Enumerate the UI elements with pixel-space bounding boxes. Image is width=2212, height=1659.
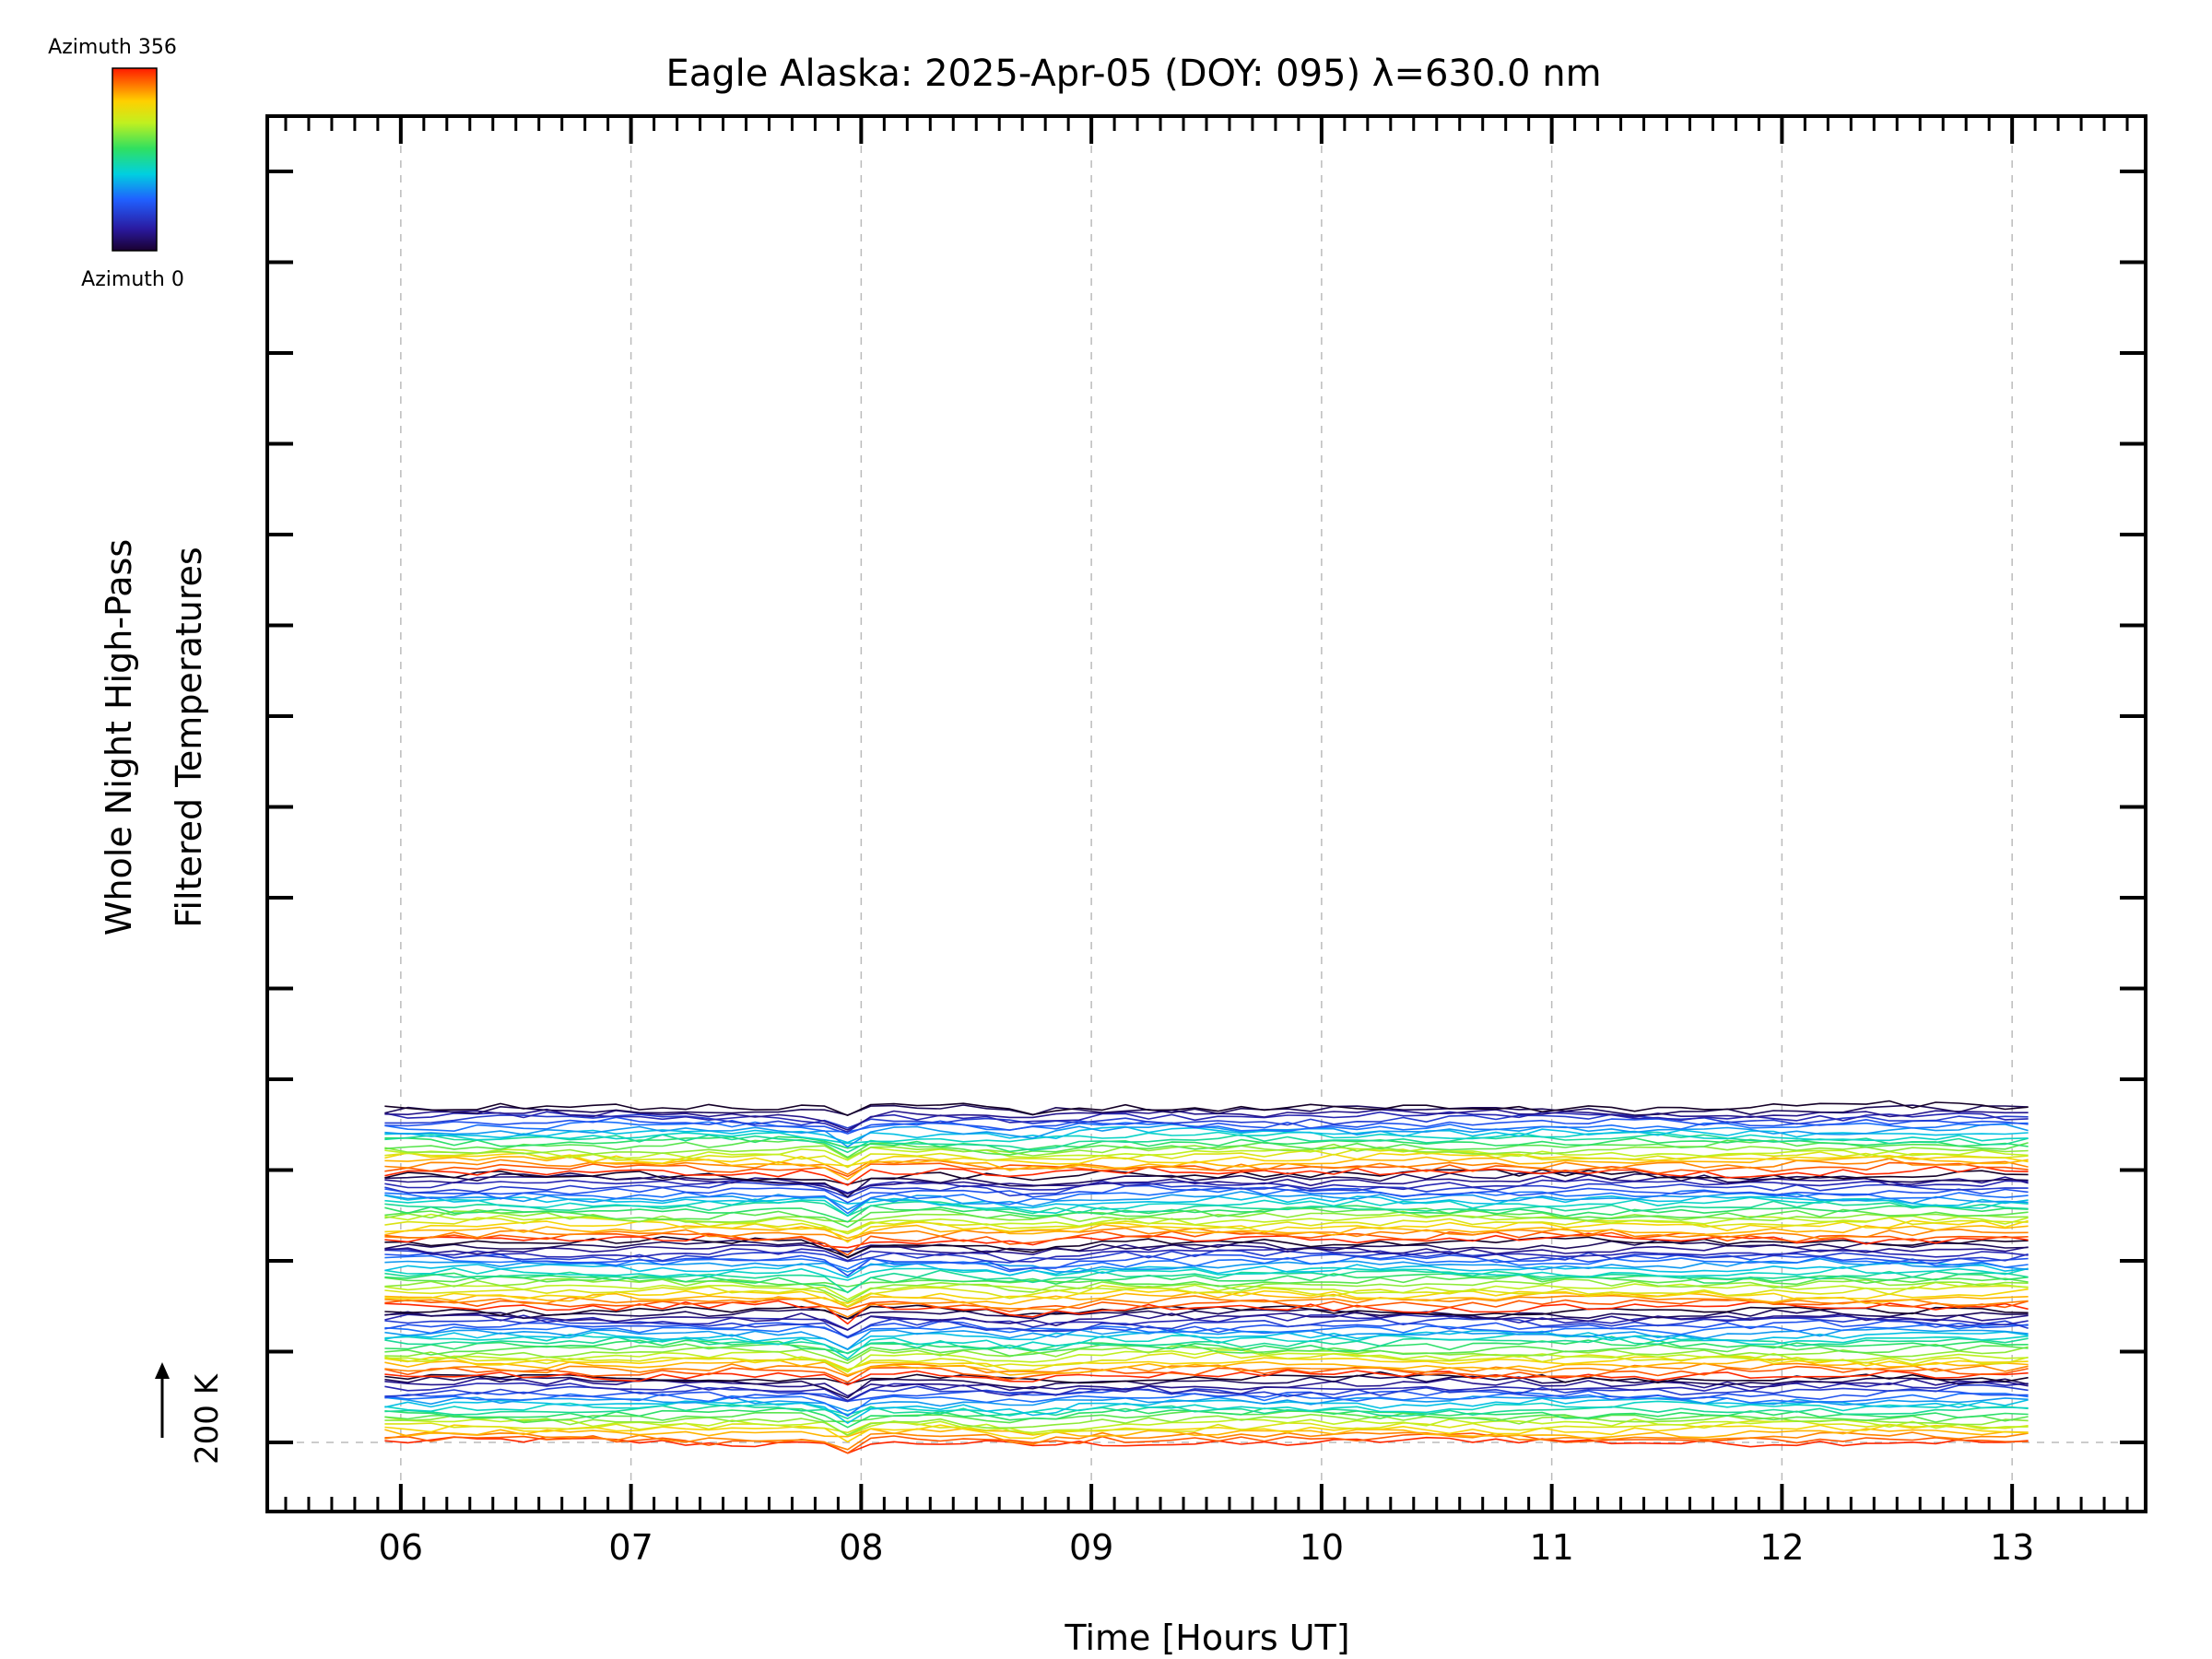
series-line [384, 1171, 2029, 1198]
x-tick-label: 12 [1759, 1527, 1804, 1568]
x-tick-label: 07 [608, 1527, 653, 1568]
x-axis-label: Time [Hours UT] [1064, 1618, 1349, 1658]
y-axis-label-line2: Filtered Temperatures [169, 547, 209, 927]
series-line [384, 1349, 2029, 1373]
series-line [384, 1413, 2029, 1436]
series-line [384, 1294, 2029, 1318]
series-line [384, 1219, 2029, 1243]
series-line [384, 1152, 2029, 1167]
grid-lines [267, 116, 2146, 1512]
x-tick-label: 06 [379, 1527, 423, 1568]
series-line [384, 1387, 2029, 1403]
series-line [384, 1223, 2029, 1240]
series-line [384, 1262, 2029, 1278]
series-line [384, 1419, 2029, 1435]
series-group [384, 1100, 2029, 1454]
series-line [384, 1313, 2029, 1331]
series-line [384, 1400, 2029, 1417]
series-line [384, 1194, 2029, 1209]
series-line [384, 1227, 2029, 1241]
series-line [384, 1200, 2029, 1218]
series-line [384, 1120, 2029, 1133]
series-line [384, 1252, 2029, 1277]
series-line [384, 1239, 2029, 1259]
series-line [384, 1274, 2029, 1288]
series-line [384, 1371, 2029, 1385]
series-line [384, 1116, 2029, 1135]
series-line [384, 1358, 2029, 1376]
series-line [384, 1345, 2029, 1364]
series-line [384, 1365, 2029, 1383]
series-line [384, 1269, 2029, 1294]
colorbar-bottom-label: Azimuth 0 [81, 268, 184, 291]
series-line [384, 1147, 2029, 1161]
x-tick-label: 08 [839, 1527, 883, 1568]
scale-bar-label: 200 K [189, 1372, 226, 1465]
x-tick-label: 10 [1300, 1527, 1344, 1568]
series-line [384, 1254, 2029, 1273]
series-line [384, 1319, 2029, 1338]
series-line [384, 1104, 2029, 1116]
x-axis-ticks: 06 07 08 09 10 11 12 13 [284, 116, 2129, 1568]
series-line [384, 1184, 2029, 1204]
series-line [384, 1281, 2029, 1300]
series-line [384, 1397, 2029, 1424]
series-line [384, 1138, 2029, 1159]
series-line [384, 1285, 2029, 1308]
series-line [384, 1158, 2029, 1175]
series-line [384, 1311, 2029, 1331]
series-line [384, 1108, 2029, 1131]
series-line [384, 1131, 2029, 1145]
series-line [384, 1100, 2029, 1116]
series-line [384, 1205, 2029, 1223]
x-tick-label: 13 [1990, 1527, 2034, 1568]
series-line [384, 1369, 2029, 1386]
chart-title: Eagle Alaska: 2025-Apr-05 (DOY: 095) λ=6… [665, 53, 1601, 95]
series-line [384, 1169, 2029, 1185]
x-tick-label: 11 [1529, 1527, 1573, 1568]
series-line [384, 1243, 2029, 1255]
series-line [384, 1207, 2029, 1229]
series-line [384, 1249, 2029, 1264]
scale-bar-arrow-icon [155, 1362, 170, 1379]
y-axis-label-line1: Whole Night High-Pass [99, 539, 139, 935]
x-tick-label: 09 [1069, 1527, 1113, 1568]
colorbar [112, 67, 158, 252]
series-line [384, 1178, 2029, 1194]
series-line [384, 1230, 2029, 1256]
series-line [384, 1232, 2029, 1249]
series-line [384, 1210, 2029, 1223]
series-line [384, 1304, 2029, 1320]
series-line [384, 1308, 2029, 1320]
series-line [384, 1383, 2029, 1403]
series-line [384, 1428, 2029, 1440]
colorbar-top-label: Azimuth 356 [48, 36, 177, 59]
series-line [384, 1166, 2029, 1186]
series-line [384, 1291, 2029, 1309]
series-line [384, 1416, 2029, 1437]
series-line [384, 1113, 2029, 1129]
scale-bar: 200 K [155, 1362, 226, 1465]
series-line [384, 1333, 2029, 1359]
series-line [384, 1181, 2029, 1199]
series-line [384, 1265, 2029, 1281]
series-line [384, 1339, 2029, 1354]
series-line [384, 1327, 2029, 1350]
series-line [384, 1330, 2029, 1351]
series-line [384, 1246, 2029, 1263]
series-line [384, 1382, 2029, 1402]
series-line [384, 1196, 2029, 1217]
series-line [384, 1133, 2029, 1153]
series-line [384, 1436, 2029, 1454]
